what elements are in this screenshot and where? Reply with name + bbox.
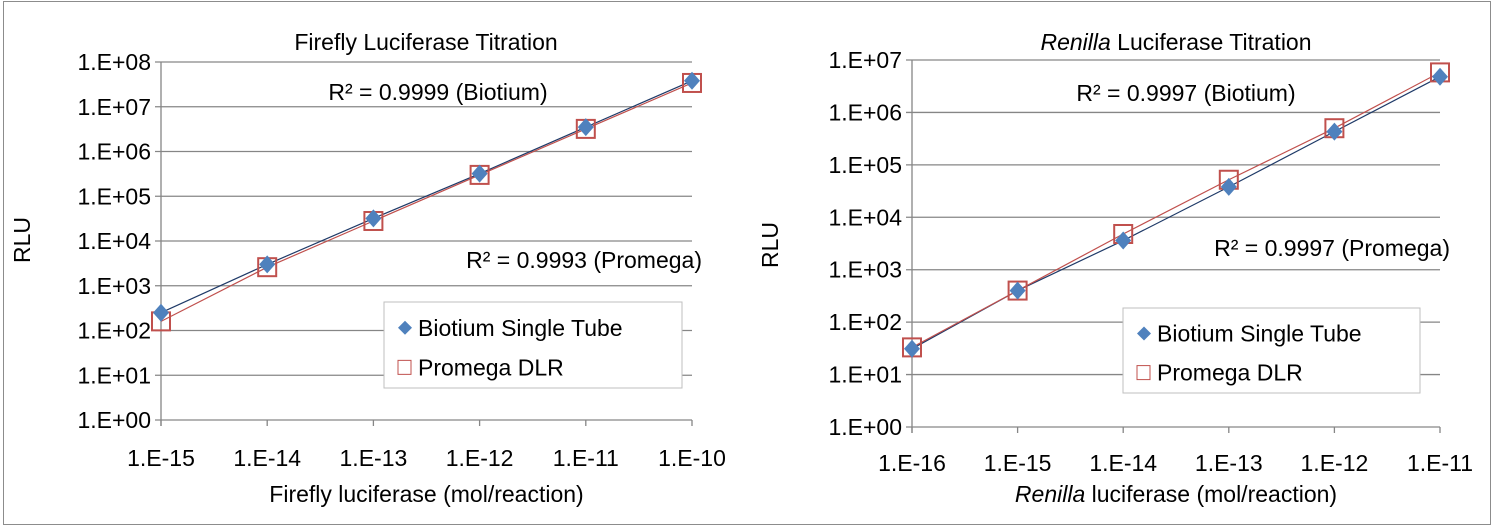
data-point-biotium [1009, 281, 1026, 300]
data-point-biotium [577, 118, 594, 137]
legend: Biotium Single Tube Promega DLR [383, 301, 683, 389]
r2-biotium-annotation: R² = 0.9999 (Biotium) [328, 79, 547, 105]
chart-title: Renilla Luciferase Titration [1040, 29, 1311, 55]
x-axis-label: Firefly luciferase (mol/reaction) [269, 481, 583, 507]
data-point-biotium [684, 71, 700, 90]
data-point-biotium [1115, 231, 1132, 250]
series-line [160, 82, 693, 322]
y-tick-label: 1.E+07 [77, 94, 151, 120]
x-tick-label: 1.E-14 [1089, 450, 1157, 476]
r2-promega-annotation: R² = 0.9993 (Promega) [466, 247, 702, 273]
r2-biotium-annotation: R² = 0.9997 (Biotium) [1076, 80, 1295, 106]
data-point-biotium [153, 303, 169, 322]
figure-frame [3, 1, 1491, 525]
legend-label-biotium: Biotium Single Tube [1157, 321, 1362, 347]
legend-label-biotium: Biotium Single Tube [418, 315, 623, 341]
y-tick-label: 1.E+03 [828, 257, 902, 283]
y-tick-label: 1.E+06 [77, 139, 151, 165]
r2-promega-annotation: R² = 0.9997 (Promega) [1214, 235, 1450, 261]
x-tick-label: 1.E-10 [658, 445, 726, 471]
y-axis-label: RLU [9, 217, 35, 263]
legend: Biotium Single Tube Promega DLR [1122, 307, 1421, 394]
legend-label-promega: Promega DLR [1157, 360, 1303, 386]
y-tick-label: 1.E+03 [77, 273, 151, 299]
x-tick-label: 1.E-16 [878, 450, 946, 476]
x-tick-label: 1.E-12 [1301, 450, 1369, 476]
data-point-biotium [259, 255, 276, 274]
legend-diamond-icon [1137, 326, 1151, 341]
y-tick-label: 1.E+08 [77, 49, 151, 75]
data-point-biotium [904, 339, 920, 358]
x-tick-label: 1.E-12 [446, 445, 514, 471]
y-axis-label: RLU [757, 222, 783, 268]
chart-title: Firefly Luciferase Titration [294, 29, 557, 55]
y-tick-label: 1.E+05 [77, 183, 151, 209]
series-line [160, 80, 693, 314]
x-tick-label: 1.E-13 [1195, 450, 1263, 476]
y-tick-label: 1.E+01 [828, 362, 902, 388]
data-point-biotium [1326, 122, 1343, 141]
y-tick-label: 1.E+07 [828, 47, 902, 73]
legend-label-promega: Promega DLR [418, 354, 564, 380]
y-tick-label: 1.E+05 [828, 152, 902, 178]
x-tick-label: 1.E-14 [233, 445, 301, 471]
legend-square-icon [397, 359, 412, 375]
data-point-biotium [1432, 67, 1448, 86]
y-tick-label: 1.E+04 [77, 228, 151, 254]
legend-square-icon [1136, 365, 1151, 381]
y-tick-label: 1.E+02 [77, 318, 151, 344]
x-axis-label: Renilla luciferase (mol/reaction) [1015, 481, 1337, 507]
data-point-biotium [1220, 177, 1237, 196]
y-tick-label: 1.E+02 [828, 309, 902, 335]
x-tick-label: 1.E-11 [1407, 450, 1473, 476]
series-line [911, 71, 1441, 348]
x-tick-label: 1.E-15 [984, 450, 1052, 476]
x-tick-label: 1.E-15 [127, 445, 195, 471]
y-tick-label: 1.E+04 [828, 204, 902, 230]
x-tick-label: 1.E-13 [340, 445, 408, 471]
data-point-biotium [471, 164, 488, 183]
y-tick-label: 1.E+06 [828, 99, 902, 125]
data-point-biotium [365, 209, 382, 228]
legend-diamond-icon [398, 320, 412, 335]
y-tick-label: 1.E+01 [77, 362, 151, 388]
y-tick-label: 1.E+00 [77, 407, 151, 433]
y-tick-label: 1.E+00 [828, 414, 902, 440]
x-tick-label: 1.E-11 [553, 445, 619, 471]
